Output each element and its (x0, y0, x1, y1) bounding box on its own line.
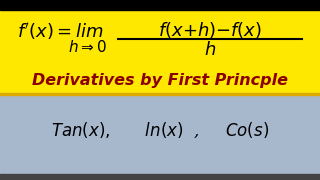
Bar (0, 174, 320, 180)
Text: $\it{h}$: $\it{h}$ (204, 41, 216, 59)
Text: Derivatives by First Princple: Derivatives by First Princple (32, 73, 288, 87)
Bar (0, 93, 320, 95)
Text: $\it{f'(x){=}lim}$: $\it{f'(x){=}lim}$ (17, 21, 104, 42)
Bar (0, 10, 320, 95)
Text: $\mathit{Tan(x),}$      $\mathit{ln(x)}$  ,     $\mathit{Co(s)}$: $\mathit{Tan(x),}$ $\mathit{ln(x)}$ , $\… (51, 120, 269, 140)
Bar (0, 94, 320, 174)
Bar (0, 0, 320, 10)
Text: $\it{h{\Rightarrow}0}$: $\it{h{\Rightarrow}0}$ (68, 39, 108, 55)
Text: $\it{f(x{+}h){-}f(x)}$: $\it{f(x{+}h){-}f(x)}$ (158, 20, 262, 40)
